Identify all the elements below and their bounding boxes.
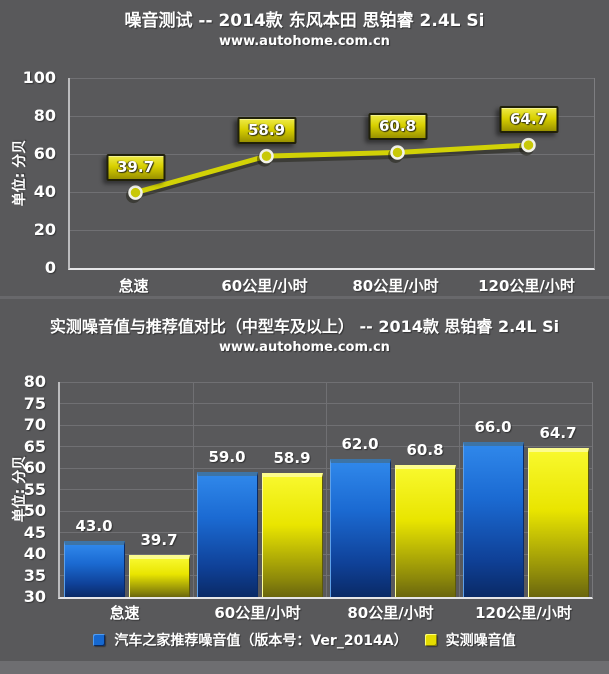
bar-value-label: 58.9: [273, 448, 311, 467]
group-separator-gridline: [458, 382, 460, 597]
bar-chart-panel: 实测噪音值与推荐值对比（中型车及以上） -- 2014款 思铂睿 2.4L Si…: [0, 299, 609, 661]
data-point-marker: [259, 148, 274, 164]
y-tick-label: 65: [23, 436, 46, 456]
legend-label-recommended: 汽车之家推荐噪音值（版本号：Ver_2014A）: [114, 633, 408, 649]
x-tick-label: 120公里/小时: [478, 277, 575, 295]
noise-line-series: [126, 137, 536, 204]
legend-swatch-measured: [424, 634, 437, 646]
y-tick-label: 45: [23, 522, 46, 542]
y-tick-label: 80: [23, 372, 46, 391]
group-separator-gridline: [192, 382, 194, 597]
x-tick-label: 80公里/小时: [347, 604, 434, 622]
y-tick-label: 100: [22, 68, 56, 87]
recommended-noise-bar: [462, 442, 524, 597]
bar-value-label: 64.7: [539, 423, 577, 442]
watermark-url-bottom: www.autohome.com.cn: [219, 340, 390, 355]
y-tick-label: 50: [23, 501, 46, 520]
data-point-label: 58.9: [236, 117, 297, 145]
gridline: [70, 115, 594, 117]
bar-value-label: 43.0: [75, 517, 113, 536]
legend-swatch-recommended: [93, 634, 106, 646]
y-tick-label: 70: [23, 415, 46, 434]
y-tick-label: 40: [23, 544, 46, 563]
line-chart-panel: 噪音测试 -- 2014款 东风本田 思铂睿 2.4L Si www.autoh…: [0, 0, 609, 296]
recommended-noise-bar: [196, 472, 258, 597]
y-tick-label: 60: [33, 144, 56, 163]
measured-noise-bar: [128, 555, 190, 597]
x-tick-label: 120公里/小时: [475, 604, 572, 622]
watermark-url-top: www.autohome.com.cn: [219, 34, 390, 49]
y-tick-label: 35: [23, 565, 46, 585]
bar-value-label: 66.0: [474, 418, 512, 437]
panel-divider: [0, 296, 609, 299]
measured-noise-bar: [261, 472, 323, 597]
gridline: [70, 229, 594, 231]
data-point-label: 39.7: [105, 153, 166, 181]
line-chart-plot-area: 39.7 58.9 60.8 64.7: [68, 77, 595, 270]
y-tick-label: 80: [33, 106, 56, 125]
line-chart-title: 噪音测试 -- 2014款 东风本田 思铂睿 2.4L Si: [124, 11, 485, 31]
y-tick-label: 60: [23, 458, 46, 477]
y-axis-ticks-bottom: 30 35 40 45 50 55 60 65 70 75 80: [0, 372, 52, 606]
bar-value-label: 59.0: [208, 448, 246, 467]
recommended-noise-bar: [329, 459, 391, 597]
y-tick-label: 30: [23, 587, 46, 606]
y-tick-label: 75: [23, 393, 46, 413]
data-point-marker: [390, 145, 405, 160]
x-axis-ticks-bottom: 怠速 60公里/小时 80公里/小时 120公里/小时: [58, 603, 590, 623]
bar-value-label: 62.0: [341, 435, 379, 454]
data-point-marker: [128, 185, 143, 200]
data-point-label: 60.8: [367, 113, 428, 141]
measured-noise-bar: [527, 447, 589, 597]
legend-label-measured: 实测噪音值: [445, 633, 516, 649]
bar-chart-plot-area: 43.0 39.7 59.0 58.9 62.0 60.8 66.0 64.7: [58, 381, 593, 599]
noise-line: [134, 142, 529, 195]
bar-value-label: 60.8: [406, 440, 444, 459]
y-tick-label: 55: [23, 479, 46, 499]
y-axis-ticks-top: 0 20 40 60 80 100: [0, 68, 62, 277]
x-tick-label: 60公里/小时: [221, 277, 308, 295]
bar-value-label: 39.7: [140, 531, 178, 550]
gridline: [70, 77, 594, 79]
data-point-marker: [521, 137, 536, 153]
measured-noise-bar: [394, 464, 456, 597]
group-separator-gridline: [325, 382, 327, 597]
bar-chart-title: 实测噪音值与推荐值对比（中型车及以上） -- 2014款 思铂睿 2.4L Si: [49, 317, 560, 336]
y-tick-label: 20: [33, 220, 56, 239]
recommended-noise-bar: [63, 541, 125, 597]
legend: 汽车之家推荐噪音值（版本号：Ver_2014A） 实测噪音值: [0, 630, 609, 650]
x-tick-label: 怠速: [118, 277, 149, 295]
x-tick-label: 60公里/小时: [214, 604, 301, 622]
x-tick-label: 80公里/小时: [352, 277, 439, 295]
y-tick-label: 40: [33, 182, 56, 201]
x-tick-label: 怠速: [109, 604, 140, 622]
y-tick-label: 0: [44, 258, 56, 277]
x-axis-ticks-top: 怠速 60公里/小时 80公里/小时 120公里/小时: [68, 276, 592, 296]
data-point-label: 64.7: [498, 106, 559, 134]
gridline: [70, 191, 594, 193]
bottom-strip: [0, 661, 609, 674]
